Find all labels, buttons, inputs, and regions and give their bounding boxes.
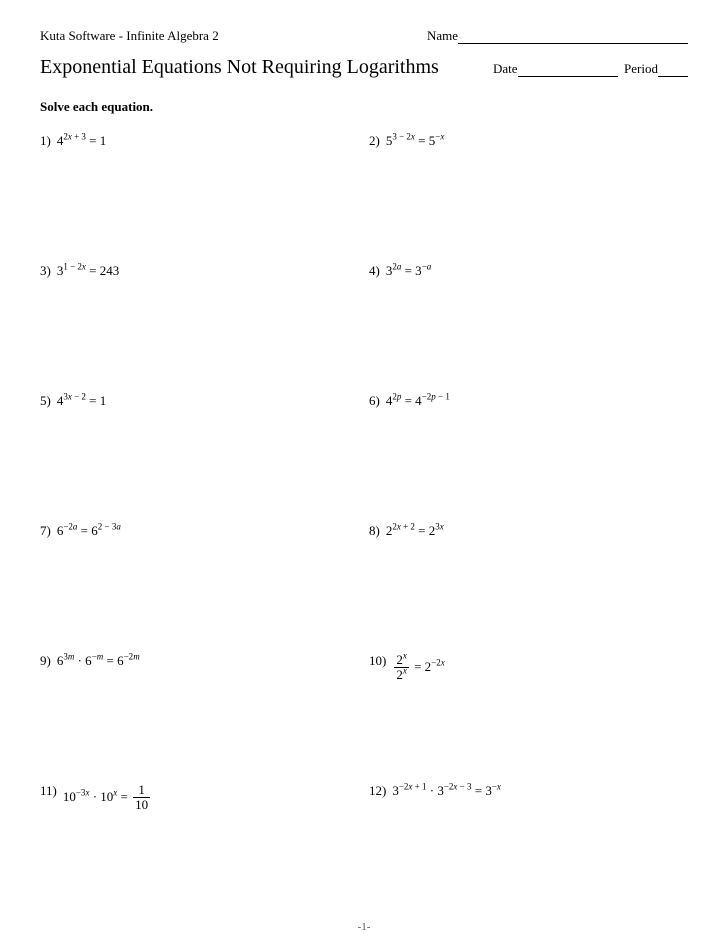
problem-10: 10) 2x2x = 2−2x	[369, 653, 688, 783]
problem-equation: 22x + 2 = 23x	[386, 523, 444, 539]
problem-6: 6) 42p = 4−2p − 1	[369, 393, 688, 523]
problem-5: 5) 43x − 2 = 1	[40, 393, 359, 523]
worksheet-page: Kuta Software - Infinite Algebra 2 Name …	[0, 0, 728, 913]
problem-4: 4) 32a = 3−a	[369, 263, 688, 393]
problem-1: 1) 42x + 3 = 1	[40, 133, 359, 263]
name-field: Name	[427, 28, 688, 44]
problem-equation: 3−2x + 1 · 3−2x − 3 = 3−x	[392, 783, 501, 799]
problem-equation: 32a = 3−a	[386, 263, 431, 279]
problem-number: 6)	[369, 393, 380, 409]
problem-number: 8)	[369, 523, 380, 539]
problem-equation: 6−2a = 62 − 3a	[57, 523, 121, 539]
date-label: Date	[493, 61, 518, 76]
problem-number: 9)	[40, 653, 51, 669]
problem-number: 3)	[40, 263, 51, 279]
problem-equation: 42x + 3 = 1	[57, 133, 106, 149]
page-title: Exponential Equations Not Requiring Loga…	[40, 56, 439, 79]
problem-12: 12) 3−2x + 1 · 3−2x − 3 = 3−x	[369, 783, 688, 913]
problem-8: 8) 22x + 2 = 23x	[369, 523, 688, 653]
header-row: Kuta Software - Infinite Algebra 2 Name	[40, 28, 688, 44]
problem-equation: 42p = 4−2p − 1	[386, 393, 450, 409]
problem-equation: 2x2x = 2−2x	[392, 653, 444, 683]
problem-11: 11) 10−3x · 10x = 110	[40, 783, 359, 913]
problem-equation: 31 − 2x = 243	[57, 263, 119, 279]
problem-7: 7) 6−2a = 62 − 3a	[40, 523, 359, 653]
problem-number: 12)	[369, 783, 386, 799]
problem-number: 11)	[40, 783, 57, 799]
problem-equation: 43x − 2 = 1	[57, 393, 106, 409]
date-blank-line	[518, 76, 618, 77]
problem-equation: 63m · 6−m = 6−2m	[57, 653, 140, 669]
problem-number: 7)	[40, 523, 51, 539]
problem-number: 2)	[369, 133, 380, 149]
software-label: Kuta Software - Infinite Algebra 2	[40, 28, 219, 44]
problem-3: 3) 31 − 2x = 243	[40, 263, 359, 393]
problem-number: 5)	[40, 393, 51, 409]
period-label: Period	[624, 61, 658, 76]
problems-grid: 1) 42x + 3 = 1 2) 53 − 2x = 5−x 3) 31 − 2x …	[40, 133, 688, 913]
title-row: Exponential Equations Not Requiring Loga…	[40, 56, 688, 79]
problem-number: 10)	[369, 653, 386, 669]
name-blank-line	[458, 43, 688, 44]
period-blank-line	[658, 76, 688, 77]
instructions: Solve each equation.	[40, 99, 688, 115]
problem-equation: 10−3x · 10x = 110	[63, 783, 152, 813]
problem-9: 9) 63m · 6−m = 6−2m	[40, 653, 359, 783]
problem-number: 4)	[369, 263, 380, 279]
date-period-group: Date Period	[493, 61, 688, 77]
problem-number: 1)	[40, 133, 51, 149]
problem-2: 2) 53 − 2x = 5−x	[369, 133, 688, 263]
problem-equation: 53 − 2x = 5−x	[386, 133, 445, 149]
page-footer: -1-	[0, 921, 728, 933]
name-label: Name	[427, 28, 458, 43]
